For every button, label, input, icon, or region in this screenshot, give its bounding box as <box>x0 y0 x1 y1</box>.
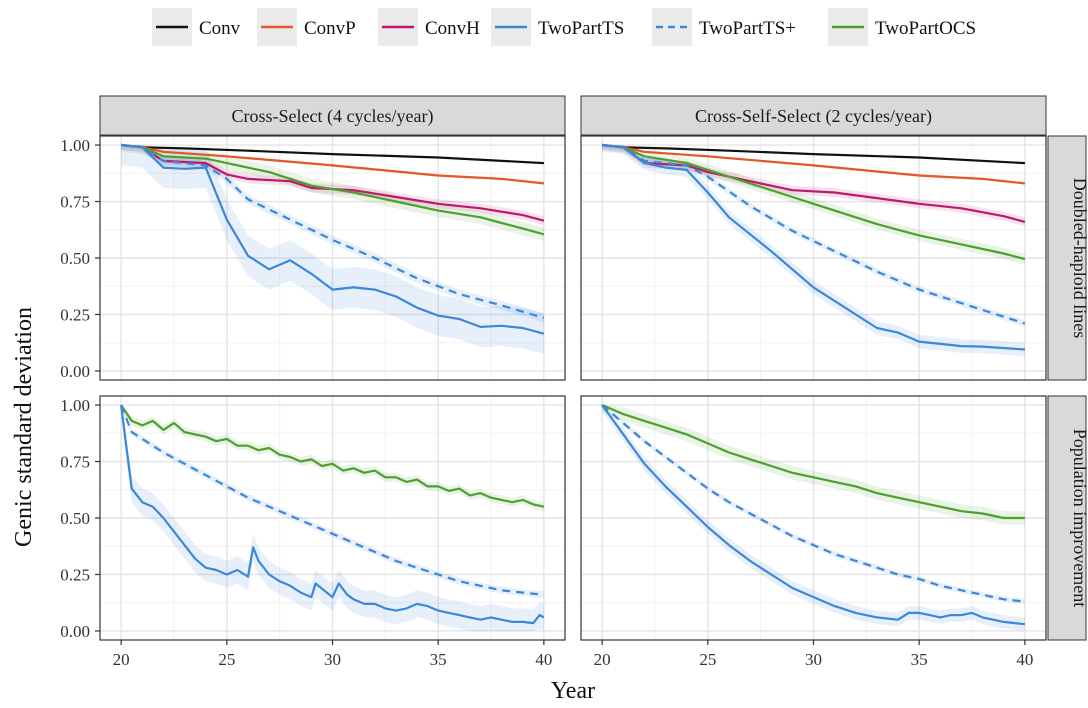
row-strip-0: Doubled-haploid lines <box>1047 135 1088 381</box>
band-twopartts <box>121 145 544 354</box>
legend-label: TwoPartTS <box>538 18 624 39</box>
series-line-twopartts <box>120 404 545 625</box>
series-line-twopartocs <box>601 403 1025 520</box>
row-strip-1: Population improvement <box>1047 395 1088 641</box>
y-tick-label: 0.25 <box>60 565 90 584</box>
facet-strips: Cross-Select (4 cycles/year) Cross-Self-S… <box>99 95 1088 641</box>
row-strip-label: Population improvement <box>1070 429 1088 607</box>
series-line-twopartts <box>601 143 1025 351</box>
x-axis-label: Year <box>551 678 595 704</box>
legend: Conv ConvP ConvH TwoPartTS TwoPartTS+ TwoPart… <box>152 8 976 46</box>
y-tick-label: 1.00 <box>60 396 90 415</box>
column-strip-label: Cross-Select (4 cycles/year) <box>232 106 434 127</box>
panel-r1-c1 <box>580 395 1047 641</box>
strip-box <box>580 95 1047 136</box>
y-tick-label: 0.00 <box>60 362 90 381</box>
strip-box <box>1047 395 1087 641</box>
y-tick-label: 1.00 <box>60 136 90 155</box>
legend-label: Conv <box>199 18 241 39</box>
y-tick-label: 0.50 <box>60 249 90 268</box>
y-axes: 0.00 0.25 0.50 0.75 1.00 0.00 0.25 0.50 0.75 1.00 <box>60 136 100 641</box>
y-axis-row-1: 0.00 0.25 0.50 0.75 1.00 <box>60 396 100 641</box>
y-tick-label: 0.25 <box>60 305 90 324</box>
x-axes: 20 25 30 35 40 20 25 30 35 40 <box>113 640 1033 669</box>
column-strip-label: Cross-Self-Select (2 cycles/year) <box>695 106 932 127</box>
panels <box>99 135 1047 641</box>
x-tick-label: 25 <box>699 650 716 669</box>
x-tick-label: 35 <box>911 650 928 669</box>
band-twopartocs <box>121 145 544 242</box>
legend-label: ConvH <box>425 18 480 39</box>
x-axis-col-1: 20 25 30 35 40 <box>594 640 1033 669</box>
legend-label: TwoPartOCS <box>875 18 976 39</box>
series-line-twopartts <box>120 404 545 596</box>
y-tick-label: 0.50 <box>60 509 90 528</box>
legend-item-twopartocs: TwoPartOCS <box>828 8 976 46</box>
series-line-twopartts <box>601 143 1026 325</box>
legend-item-convh: ConvH <box>378 8 480 46</box>
panel-border <box>580 135 1047 381</box>
series-line-twopartocs <box>120 143 545 236</box>
strip-box <box>1047 135 1087 381</box>
panel-r1-c0 <box>99 395 566 641</box>
x-tick-label: 20 <box>113 650 130 669</box>
y-tick-label: 0.75 <box>60 193 90 212</box>
series-line-convh <box>120 143 545 222</box>
series-line-twopartts <box>120 143 545 319</box>
y-tick-label: 0.75 <box>60 453 90 472</box>
band-convh <box>602 145 1025 227</box>
series-line-twopartts <box>601 404 1026 603</box>
series-line-twopartocs <box>120 404 545 508</box>
band-twopartts <box>121 145 544 323</box>
x-tick-label: 40 <box>1016 650 1033 669</box>
x-tick-label: 35 <box>430 650 447 669</box>
legend-item-twopartts: TwoPartTS+ <box>652 8 796 46</box>
legend-item-convp: ConvP <box>257 8 356 46</box>
legend-label: TwoPartTS+ <box>699 18 796 39</box>
band-convh <box>121 145 544 226</box>
legend-item-conv: Conv <box>152 8 241 46</box>
series-line-twopartts <box>601 404 1026 626</box>
series-line-twopartocs <box>601 143 1026 261</box>
x-tick-label: 25 <box>218 650 235 669</box>
x-tick-label: 20 <box>594 650 611 669</box>
x-tick-label: 30 <box>324 650 341 669</box>
legend-item-twopartts: TwoPartTS <box>491 8 624 46</box>
panel-r0-c1 <box>580 135 1047 381</box>
band-twopartts <box>602 145 1025 357</box>
band-twopartocs <box>121 405 544 512</box>
x-axis-col-0: 20 25 30 35 40 <box>113 640 552 669</box>
column-strip-1: Cross-Self-Select (2 cycles/year) <box>580 95 1047 136</box>
y-axis-label: Genic standard deviation <box>11 307 37 547</box>
series-line-twopartts <box>120 143 545 335</box>
x-tick-label: 30 <box>805 650 822 669</box>
column-strip-0: Cross-Select (4 cycles/year) <box>99 95 566 136</box>
strip-box <box>99 95 566 136</box>
panel-r0-c0 <box>99 135 566 381</box>
y-tick-label: 0.00 <box>60 622 90 641</box>
x-tick-label: 40 <box>535 650 552 669</box>
y-axis-row-0: 0.00 0.25 0.50 0.75 1.00 <box>60 136 100 381</box>
legend-label: ConvP <box>304 18 356 39</box>
row-strip-label: Doubled-haploid lines <box>1070 178 1088 338</box>
